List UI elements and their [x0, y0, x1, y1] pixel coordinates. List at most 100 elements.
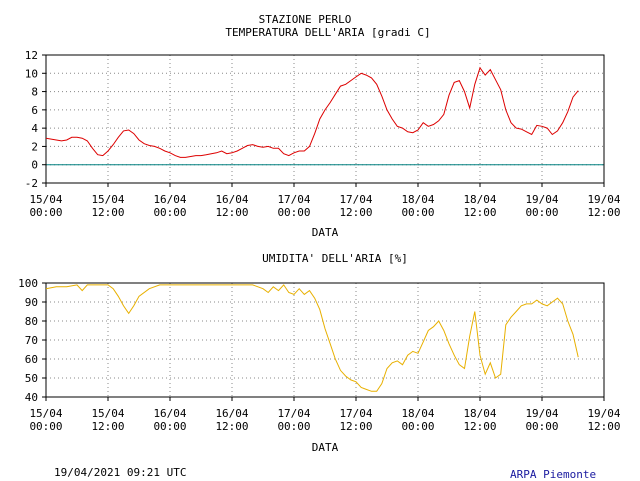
data-point: [371, 77, 372, 78]
data-point: [252, 144, 253, 145]
data-point: [169, 152, 170, 153]
data-point: [562, 122, 563, 123]
y-tick-label: 70: [25, 334, 38, 347]
data-point: [324, 328, 325, 329]
data-point: [231, 152, 232, 153]
y-tick-label: 12: [25, 49, 38, 62]
data-point: [283, 153, 284, 154]
data-point: [397, 126, 398, 127]
data-point: [102, 155, 103, 156]
data-point: [175, 155, 176, 156]
data-point: [66, 139, 67, 140]
x-tick-label-date: 17/04: [339, 193, 372, 206]
data-point: [273, 148, 274, 149]
data-point: [443, 330, 444, 331]
data-point: [516, 128, 517, 129]
data-point: [474, 84, 475, 85]
y-tick-label: 0: [31, 159, 38, 172]
data-point: [454, 82, 455, 83]
data-point: [185, 157, 186, 158]
data-point: [242, 284, 243, 285]
data-point: [345, 376, 346, 377]
data-point: [149, 288, 150, 289]
data-point: [541, 126, 542, 127]
data-point: [113, 288, 114, 289]
data-point: [438, 320, 439, 321]
data-point: [521, 305, 522, 306]
x-tick-label-date: 19/04: [525, 193, 558, 206]
y-tick-label: 6: [31, 104, 38, 117]
x-tick-label-date: 15/04: [29, 407, 62, 420]
data-point: [536, 300, 537, 301]
data-point: [123, 305, 124, 306]
temperature-series-line: [45, 66, 579, 158]
data-point: [288, 155, 289, 156]
data-point: [464, 91, 465, 92]
data-point: [123, 130, 124, 131]
data-point: [92, 148, 93, 149]
y-tick-label: 10: [25, 67, 38, 80]
data-point: [340, 86, 341, 87]
data-point: [45, 288, 46, 289]
data-point: [299, 288, 300, 289]
data-point: [138, 296, 139, 297]
data-point: [386, 109, 387, 110]
data-point: [510, 317, 511, 318]
data-point: [237, 150, 238, 151]
x-tick-label-time: 00:00: [153, 420, 186, 433]
data-point: [350, 80, 351, 81]
y-tick-label: 8: [31, 86, 38, 99]
x-tick-label-date: 18/04: [401, 193, 434, 206]
data-point: [428, 330, 429, 331]
data-point: [190, 284, 191, 285]
x-tick-label-time: 00:00: [401, 206, 434, 219]
data-point: [567, 111, 568, 112]
data-point: [200, 284, 201, 285]
data-point: [268, 146, 269, 147]
data-point: [206, 154, 207, 155]
data-point: [381, 96, 382, 97]
data-point: [526, 303, 527, 304]
data-point: [221, 284, 222, 285]
data-point: [154, 146, 155, 147]
data-point: [402, 364, 403, 365]
data-point: [552, 134, 553, 135]
data-point: [433, 124, 434, 125]
data-point: [231, 284, 232, 285]
data-point: [412, 132, 413, 133]
humidity-series-line: [45, 284, 579, 392]
humidity-chart-title: UMIDITA' DELL'ARIA [%]: [262, 252, 408, 265]
data-point: [376, 391, 377, 392]
x-tick-label-time: 00:00: [277, 420, 310, 433]
data-point: [76, 137, 77, 138]
data-point: [273, 286, 274, 287]
x-tick-label-date: 17/04: [277, 407, 310, 420]
humidity-chart: 40506070809010015/0400:0015/0412:0016/04…: [18, 277, 621, 454]
data-point: [314, 298, 315, 299]
y-tick-label: 60: [25, 353, 38, 366]
data-point: [190, 156, 191, 157]
data-point: [505, 324, 506, 325]
data-point: [526, 131, 527, 132]
data-point: [371, 391, 372, 392]
data-point: [459, 80, 460, 81]
x-tick-label-time: 12:00: [215, 420, 248, 433]
data-point: [118, 296, 119, 297]
data-point: [536, 125, 537, 126]
data-point: [407, 131, 408, 132]
x-tick-label-date: 18/04: [463, 407, 496, 420]
data-point: [128, 313, 129, 314]
data-point: [490, 362, 491, 363]
x-tick-label-time: 12:00: [587, 206, 620, 219]
data-point: [366, 75, 367, 76]
data-point: [268, 292, 269, 293]
data-point: [82, 290, 83, 291]
data-point: [309, 146, 310, 147]
data-point: [417, 129, 418, 130]
data-point: [485, 374, 486, 375]
x-tick-label-time: 00:00: [29, 206, 62, 219]
data-point: [257, 146, 258, 147]
station-title: STAZIONE PERLO: [259, 13, 352, 26]
data-point: [479, 355, 480, 356]
data-point: [366, 389, 367, 390]
